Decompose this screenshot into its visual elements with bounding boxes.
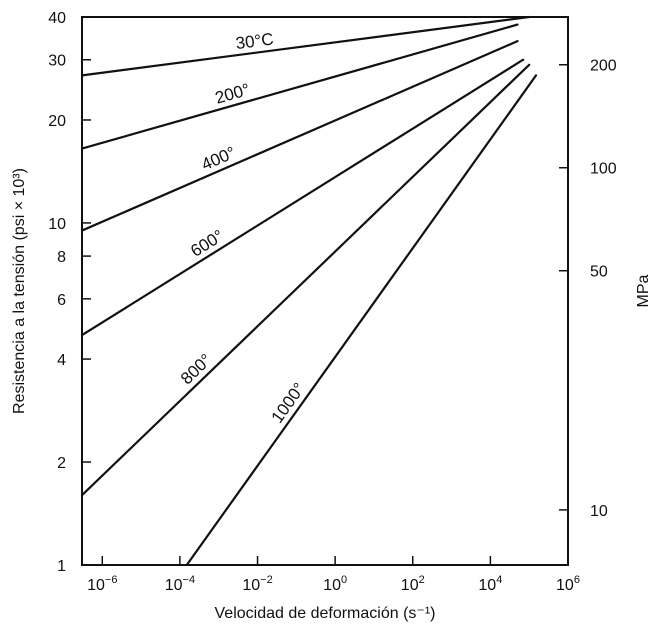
y-tick-label: 1 xyxy=(57,558,66,575)
x-axis-title: Velocidad de deformación (s⁻¹) xyxy=(215,605,436,622)
y-tick-label: 40 xyxy=(48,10,66,27)
series-label: 600° xyxy=(187,226,227,261)
x-tick-label: 100 xyxy=(323,574,347,594)
y2-tick-label: 100 xyxy=(590,161,617,178)
series-line xyxy=(80,40,519,232)
y-tick-label: 20 xyxy=(48,113,66,130)
series-line xyxy=(80,58,525,337)
x-tick-label: 10−6 xyxy=(87,574,117,594)
x-tick-label: 10−2 xyxy=(242,574,272,594)
series-label: 800° xyxy=(177,350,216,388)
series-label: 200° xyxy=(213,80,252,108)
y-tick-label: 10 xyxy=(48,216,66,233)
x-tick-label: 104 xyxy=(478,574,502,594)
y-tick-label: 30 xyxy=(48,53,66,70)
series-line xyxy=(80,23,519,150)
y2-tick-label: 200 xyxy=(590,58,617,75)
series-line xyxy=(80,15,531,77)
plot-area-frame xyxy=(81,16,569,566)
y-tick-label: 4 xyxy=(57,352,66,369)
y-axis-title: Resistencia a la tensión (psi × 10³) xyxy=(11,168,28,414)
x-tick-label: 10−4 xyxy=(165,574,195,594)
x-tick-label: 106 xyxy=(556,574,580,594)
y-tick-label: 8 xyxy=(57,249,66,266)
y-tick-label: 6 xyxy=(57,292,66,309)
axis-ticks xyxy=(82,16,569,566)
series-line xyxy=(185,74,538,567)
series-label: 30°C xyxy=(235,29,275,53)
y2-tick-label: 50 xyxy=(590,264,608,281)
y2-tick-label: 10 xyxy=(590,503,608,520)
series-lines xyxy=(80,15,538,567)
y2-axis-title: MPa xyxy=(635,274,652,307)
x-tick-label: 102 xyxy=(401,574,425,594)
series-line xyxy=(80,63,531,497)
series-label: 400° xyxy=(199,143,239,174)
y-tick-label: 2 xyxy=(57,455,66,472)
